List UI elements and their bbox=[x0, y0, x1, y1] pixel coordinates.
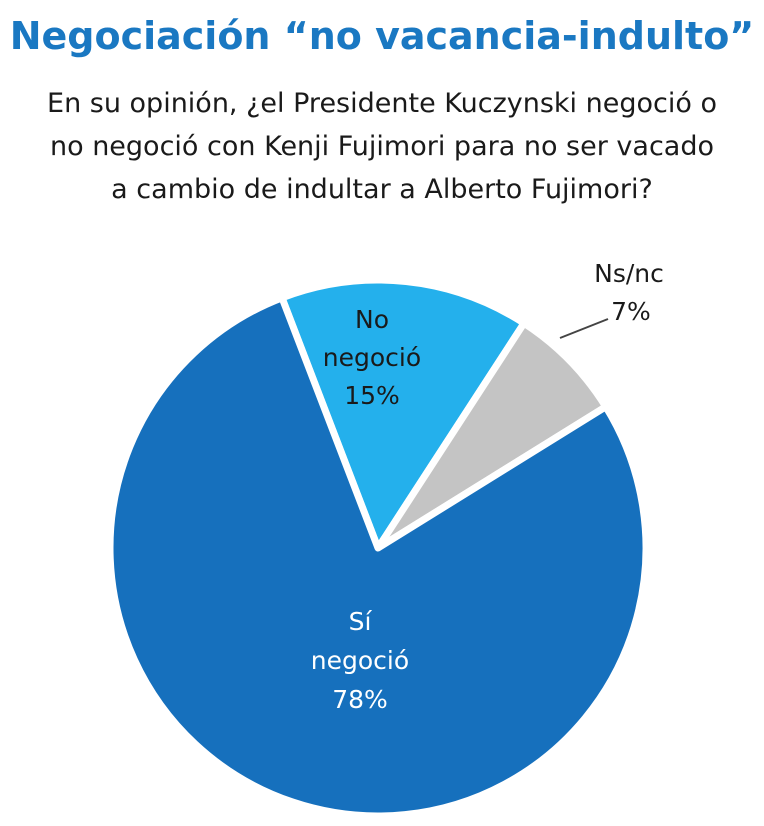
slice-label-ns-nc: Ns/nc bbox=[594, 259, 664, 288]
slice-value-ns-nc: 7% bbox=[611, 297, 651, 326]
slice-label-no-negocio: No bbox=[355, 305, 389, 334]
chart-title: Negociación “no vacancia-indulto” bbox=[9, 14, 755, 58]
slice-value-no-negocio: 15% bbox=[344, 381, 400, 410]
slice-value-si-negocio: 78% bbox=[332, 685, 388, 714]
slice-label-si-negocio-line2: negoció bbox=[311, 646, 409, 675]
pie-slices bbox=[106, 276, 650, 820]
ns-nc-leader-line bbox=[559, 318, 609, 339]
slice-label-si-negocio: Sí bbox=[349, 607, 373, 636]
slice-si-negocio bbox=[106, 294, 650, 820]
slice-label-no-negocio-line2: negoció bbox=[323, 343, 421, 372]
chart-question: En su opinión, ¿el Presidente Kuczynski … bbox=[47, 88, 717, 205]
slice-no-negocio bbox=[278, 276, 528, 552]
